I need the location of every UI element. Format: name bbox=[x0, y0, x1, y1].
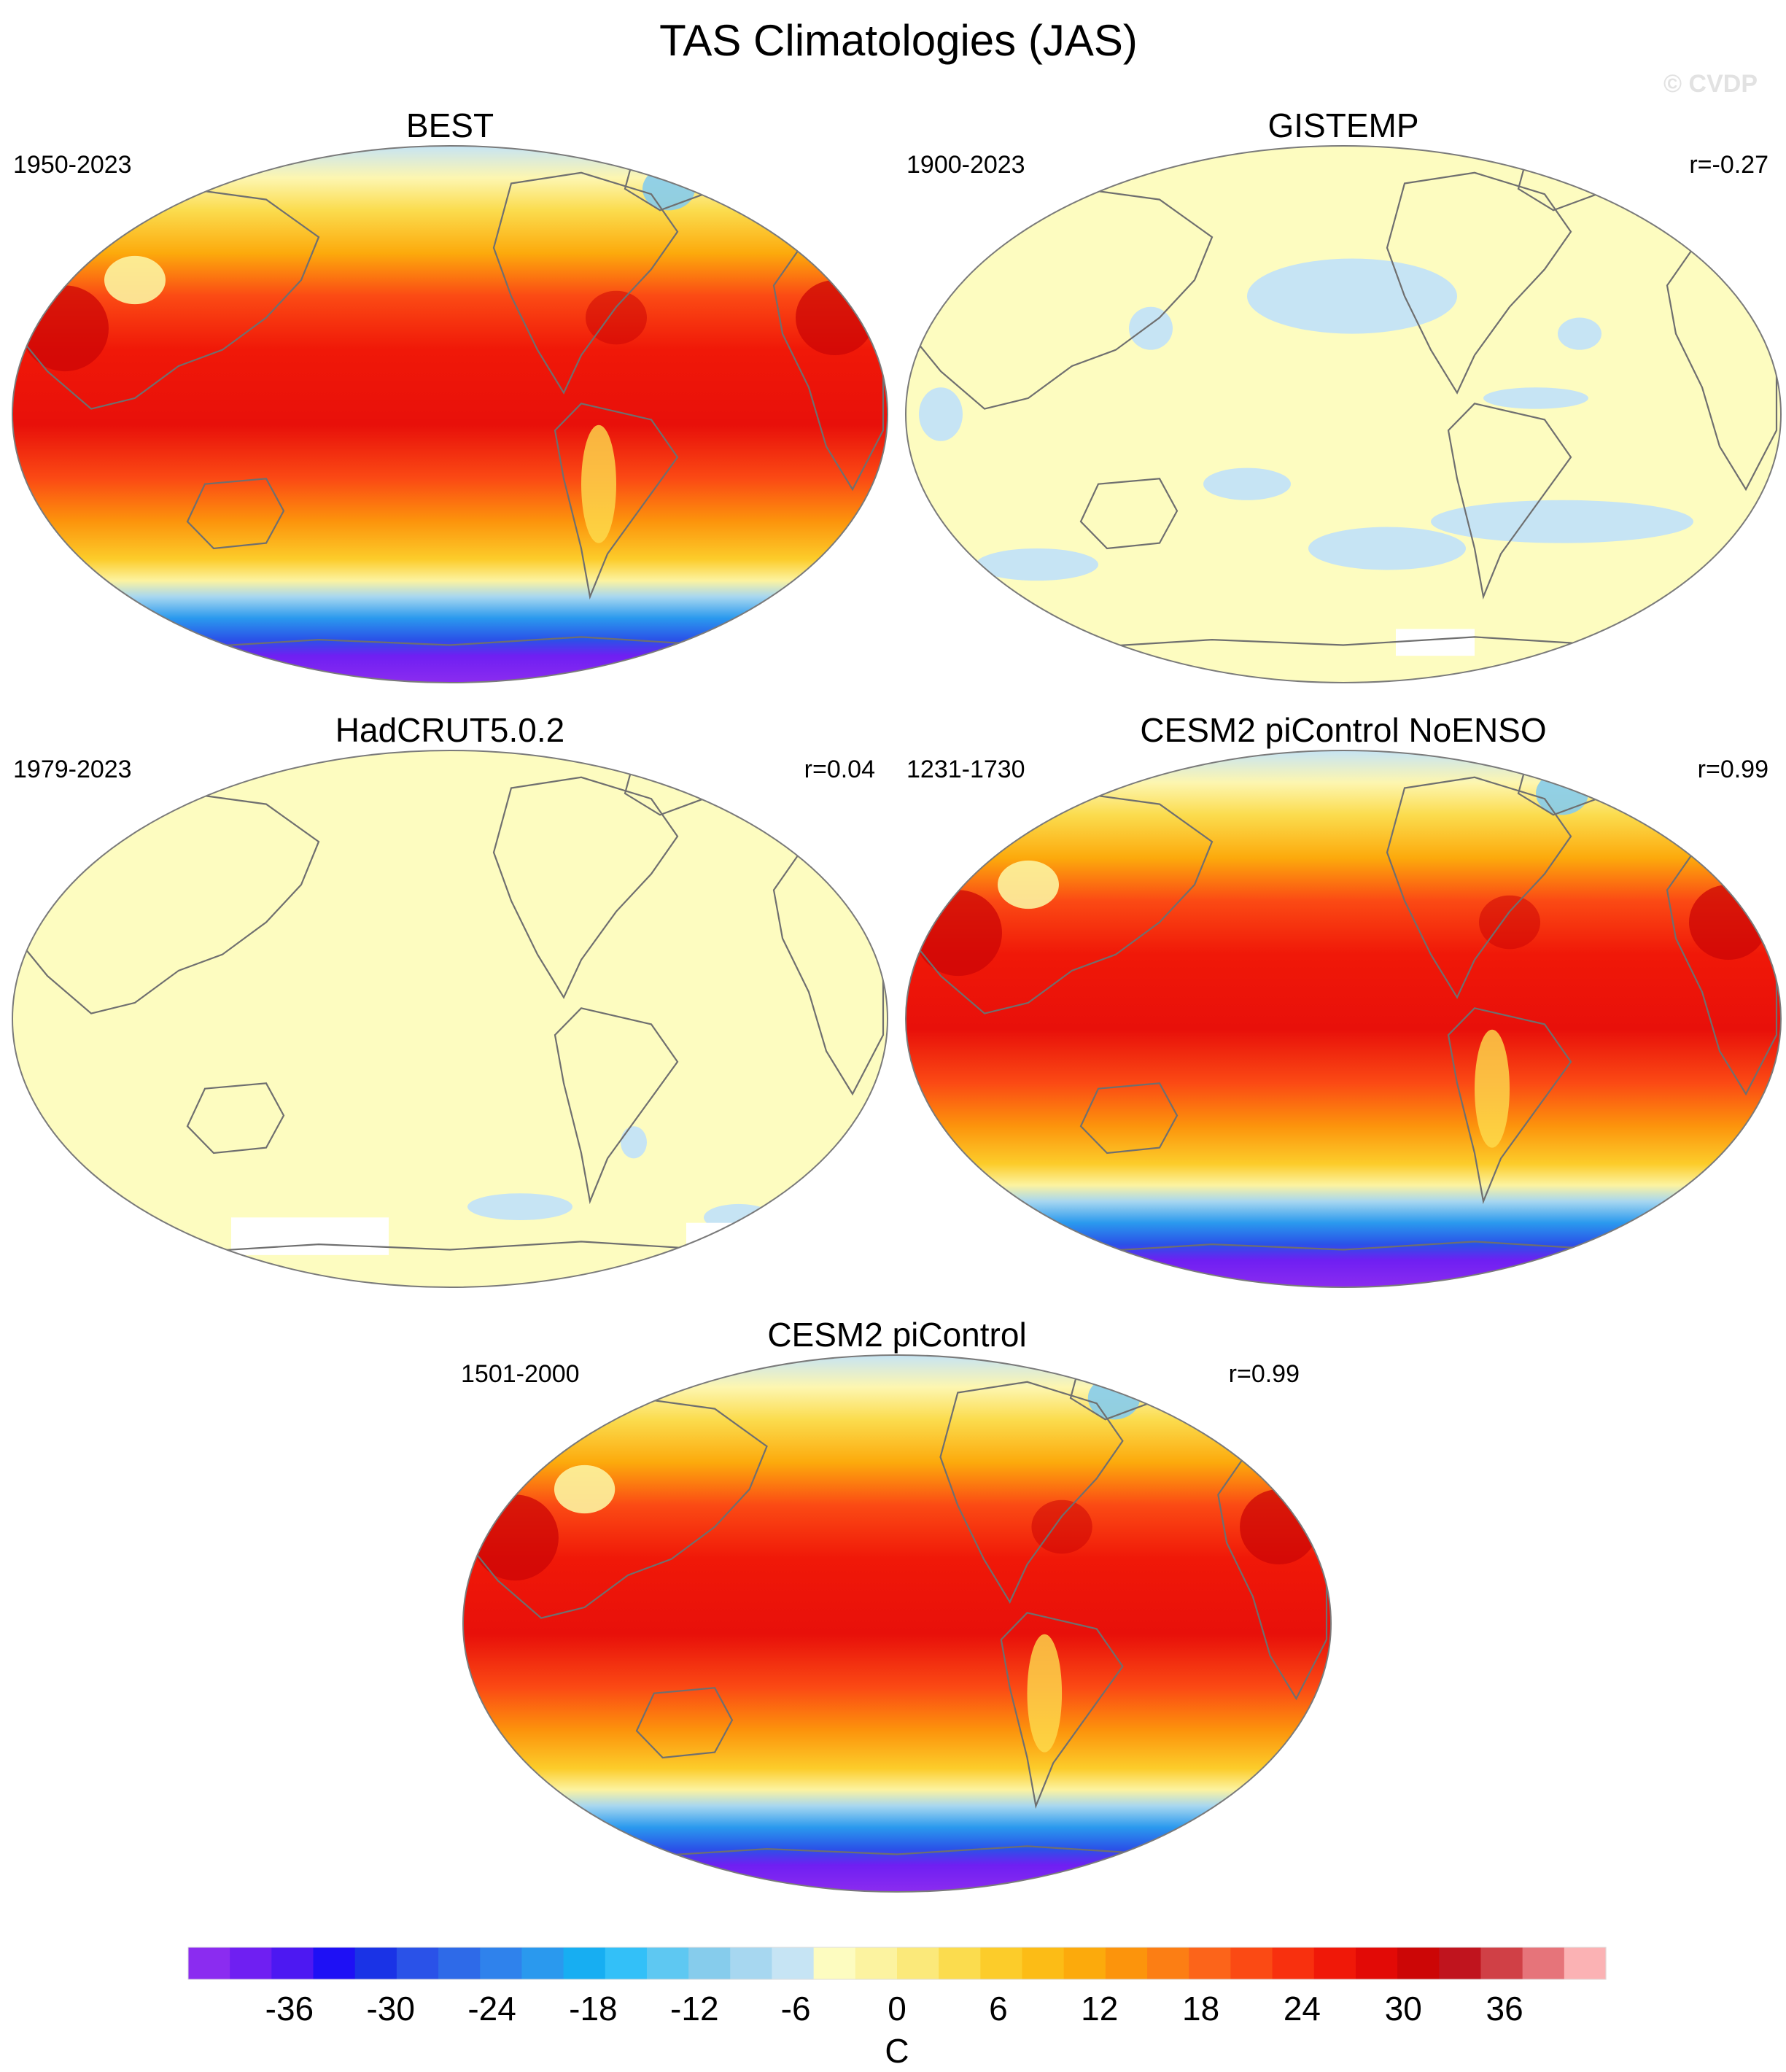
colorbar-swatch bbox=[1439, 1947, 1482, 1979]
colorbar-swatch bbox=[1522, 1947, 1565, 1979]
map-field bbox=[906, 750, 1781, 1287]
colorbar-swatch bbox=[480, 1947, 523, 1979]
watermark: © CVDP bbox=[1663, 70, 1758, 98]
colorbar-swatch bbox=[354, 1947, 397, 1979]
map-panel: CESM2 piControl NoENSO 1231-1730 r=0.99 bbox=[905, 711, 1782, 1288]
colorbar-swatch bbox=[855, 1947, 898, 1979]
colorbar-swatch bbox=[980, 1947, 1023, 1979]
colorbar-unit: C bbox=[885, 2032, 909, 2070]
colorbar-swatch bbox=[688, 1947, 731, 1979]
colorbar-swatch bbox=[1313, 1947, 1356, 1979]
colorbar-swatch bbox=[1480, 1947, 1523, 1979]
colorbar-swatch bbox=[939, 1947, 981, 1979]
colorbar-swatch bbox=[1063, 1947, 1106, 1979]
map-panel: CESM2 piControl 1501-2000 r=0.99 bbox=[461, 1316, 1332, 1893]
map-border bbox=[12, 750, 888, 1288]
colorbar-tick-label: 12 bbox=[1081, 1990, 1118, 2028]
panel-period: 1979-2023 bbox=[13, 756, 132, 783]
colorbar-swatch bbox=[813, 1947, 856, 1979]
colorbar-tick-label: 24 bbox=[1284, 1990, 1321, 2028]
panel-title: CESM2 piControl bbox=[767, 1316, 1026, 1354]
colorbar-swatch bbox=[1272, 1947, 1315, 1979]
colorbar: -36 -30 -24 -18 -12 -6 0 6 12 18 24 30 36 bbox=[187, 1947, 1607, 2028]
map-border bbox=[12, 145, 888, 683]
colorbar-swatch bbox=[1230, 1947, 1273, 1979]
map-field bbox=[12, 146, 888, 683]
map-border bbox=[905, 145, 1782, 683]
colorbar-swatch bbox=[521, 1947, 564, 1979]
panel-title: GISTEMP bbox=[1267, 106, 1418, 144]
colorbar-tick-label: -18 bbox=[569, 1990, 617, 2028]
colorbar-swatch bbox=[188, 1947, 230, 1979]
colorbar-swatch bbox=[1105, 1947, 1148, 1979]
colorbar-tick-label: -30 bbox=[366, 1990, 414, 2028]
colorbar-swatch bbox=[438, 1947, 481, 1979]
colorbar-swatch bbox=[897, 1947, 939, 1979]
colorbar-tick-label: 36 bbox=[1486, 1990, 1523, 2028]
colorbar-swatch bbox=[1022, 1947, 1065, 1979]
colorbar-swatch bbox=[230, 1947, 272, 1979]
colorbar-tick-label: 6 bbox=[989, 1990, 1008, 2028]
panel-period: 1900-2023 bbox=[906, 151, 1025, 179]
colorbar-tick-label: 0 bbox=[888, 1990, 906, 2028]
map-panel: GISTEMP 1900-2023 r=-0.27 bbox=[905, 106, 1782, 683]
panel-correlation: r=-0.27 bbox=[1689, 151, 1768, 179]
map-field bbox=[906, 146, 1781, 683]
colorbar-swatch bbox=[1355, 1947, 1398, 1979]
colorbar-swatch bbox=[772, 1947, 815, 1979]
panel-title: BEST bbox=[406, 106, 494, 144]
figure-title: TAS Climatologies (JAS) bbox=[659, 16, 1138, 65]
colorbar-tick-label: -12 bbox=[670, 1990, 718, 2028]
colorbar-swatch bbox=[271, 1947, 314, 1979]
panel-period: 1501-2000 bbox=[461, 1360, 580, 1388]
colorbar-swatch bbox=[646, 1947, 689, 1979]
panel-title: HadCRUT5.0.2 bbox=[335, 711, 564, 749]
colorbar-swatch bbox=[1189, 1947, 1232, 1979]
map-panels: BEST 1950-2023 GISTEMP 1900-2023 r=-0.27 HadC… bbox=[12, 106, 1782, 1893]
panel-correlation: r=0.99 bbox=[1698, 756, 1768, 783]
colorbar-tick-label: -6 bbox=[781, 1990, 811, 2028]
map-panel: HadCRUT5.0.2 1979-2023 r=0.04 bbox=[12, 711, 888, 1288]
colorbar-swatch bbox=[563, 1947, 606, 1979]
colorbar-tick-label: 18 bbox=[1182, 1990, 1219, 2028]
colorbar-swatch bbox=[605, 1947, 648, 1979]
colorbar-tick-label: -36 bbox=[265, 1990, 314, 2028]
map-field bbox=[12, 750, 888, 1287]
map-border bbox=[905, 750, 1782, 1288]
panel-title: CESM2 piControl NoENSO bbox=[1140, 711, 1546, 749]
colorbar-swatch bbox=[1564, 1947, 1607, 1979]
colorbar-swatch bbox=[1397, 1947, 1440, 1979]
colorbar-swatch bbox=[396, 1947, 439, 1979]
coastlines bbox=[466, 1365, 1328, 1858]
panel-correlation: r=0.04 bbox=[804, 756, 875, 783]
colorbar-swatch bbox=[313, 1947, 356, 1979]
panel-period: 1231-1730 bbox=[906, 756, 1025, 783]
colorbar-swatch bbox=[1147, 1947, 1189, 1979]
panel-correlation: r=0.99 bbox=[1229, 1360, 1300, 1388]
panel-period: 1950-2023 bbox=[13, 151, 132, 179]
colorbar-swatch bbox=[730, 1947, 773, 1979]
colorbar-tick-label: 30 bbox=[1385, 1990, 1422, 2028]
map-border bbox=[462, 1354, 1332, 1893]
map-field bbox=[463, 1355, 1331, 1892]
map-panel: BEST 1950-2023 bbox=[12, 106, 888, 683]
colorbar-tick-label: -24 bbox=[467, 1990, 516, 2028]
